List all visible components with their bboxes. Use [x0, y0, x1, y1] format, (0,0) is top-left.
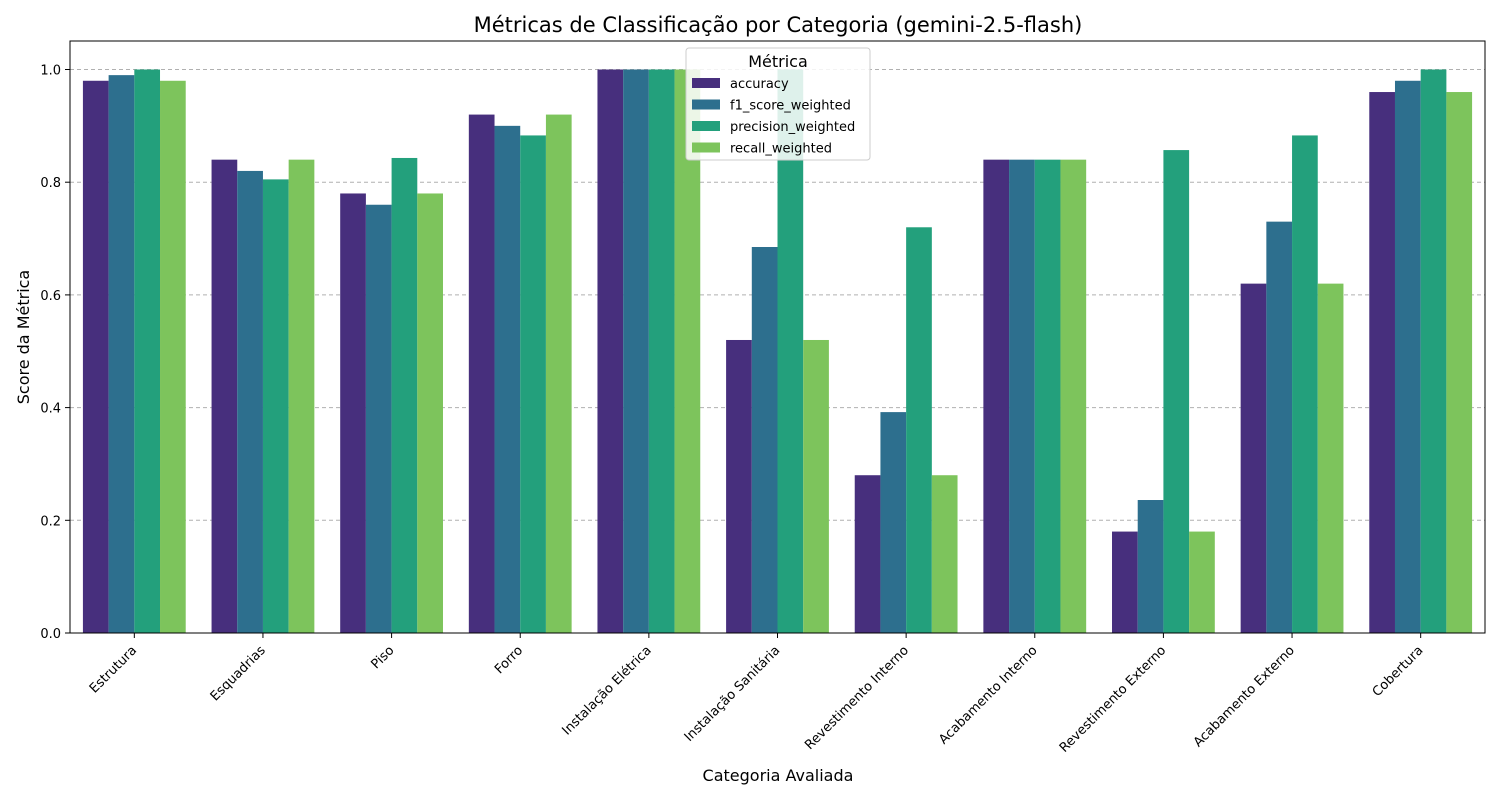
bar	[906, 227, 932, 633]
bar	[520, 135, 546, 633]
bars	[82, 69, 1473, 634]
bar	[211, 159, 238, 633]
x-tick-label: Cobertura	[1370, 643, 1427, 700]
legend-swatch	[692, 121, 720, 131]
bar	[1446, 92, 1473, 634]
bar	[108, 75, 135, 633]
y-tick-label: 0.4	[40, 402, 61, 417]
x-tick-label: Forro	[492, 643, 526, 677]
bar	[340, 193, 366, 633]
bar	[777, 69, 804, 633]
bar	[1369, 92, 1395, 634]
bar	[1060, 159, 1087, 633]
bar	[494, 125, 521, 633]
x-tick-label: Piso	[368, 643, 397, 672]
bar	[365, 204, 392, 634]
x-tick-label: Instalação Sanitária	[682, 643, 784, 745]
bar	[1189, 531, 1215, 633]
bar	[391, 157, 418, 634]
legend-label: accuracy	[730, 77, 789, 92]
bar	[1034, 159, 1061, 633]
legend-box	[685, 47, 871, 161]
bar	[237, 170, 263, 633]
x-tick-label: Acabamento Externo	[1191, 643, 1298, 750]
bar	[1009, 159, 1035, 633]
bar	[82, 80, 109, 633]
bar	[751, 247, 778, 633]
bar	[648, 69, 675, 633]
bar	[597, 69, 624, 633]
bar	[931, 475, 958, 633]
x-axis: Estrutura Esquadrias Piso Forro Instalação E…	[87, 633, 1427, 756]
bar	[854, 475, 881, 633]
bar	[1163, 150, 1190, 633]
x-tick-label: Revestimento Interno	[802, 643, 912, 753]
y-tick-label: 0.8	[40, 176, 61, 191]
x-axis-label: Categoria Avaliada	[703, 766, 854, 785]
bar	[417, 193, 443, 633]
bar	[1420, 69, 1447, 633]
legend-label: precision_weighted	[730, 120, 855, 135]
x-tick-label: Instalação Elétrica	[559, 643, 654, 738]
bar	[1112, 531, 1138, 633]
y-tick-label: 0.2	[40, 514, 61, 529]
y-tick-label: 0.0	[40, 627, 61, 642]
legend-swatch	[692, 142, 720, 153]
legend-swatch	[692, 78, 720, 88]
bar	[1317, 283, 1344, 633]
y-axis-label: Score da Métrica	[14, 270, 33, 405]
bar	[674, 69, 701, 633]
legend-label: recall_weighted	[730, 142, 832, 157]
bar	[545, 114, 572, 633]
bar	[1240, 283, 1267, 633]
bar	[134, 69, 161, 633]
x-tick-label: Estrutura	[87, 643, 140, 696]
bar	[1292, 135, 1318, 633]
bar	[262, 179, 289, 633]
bar	[1266, 221, 1293, 633]
bar	[288, 159, 315, 633]
legend: Métrica accuracy f1_score_weightedprecisi…	[685, 47, 871, 161]
bar	[726, 339, 752, 633]
bar	[880, 412, 907, 633]
bar	[623, 69, 649, 633]
legend-title: Métrica	[748, 52, 808, 71]
legend-label: f1_score_weighted	[730, 99, 851, 114]
bar	[1137, 500, 1164, 633]
y-tick-label: 1.0	[40, 64, 61, 79]
y-axis: 0.0 0.2 0.4 0.6 0.8 1.0	[40, 64, 70, 642]
x-tick-label: Esquadrias	[208, 643, 269, 704]
bar	[468, 114, 495, 633]
chart-title: Métricas de Classificação por Categoria …	[474, 13, 1083, 37]
y-tick-label: 0.6	[40, 289, 61, 304]
legend-swatch	[692, 99, 720, 110]
x-tick-label: Acabamento Interno	[936, 643, 1040, 747]
bar	[1394, 80, 1421, 633]
bar	[983, 159, 1010, 633]
bar	[160, 80, 186, 633]
legend-items: accuracy f1_score_weighted precision_weigh…	[692, 77, 855, 157]
bar	[803, 339, 829, 633]
x-tick-label: Revestimento Externo	[1057, 643, 1169, 755]
